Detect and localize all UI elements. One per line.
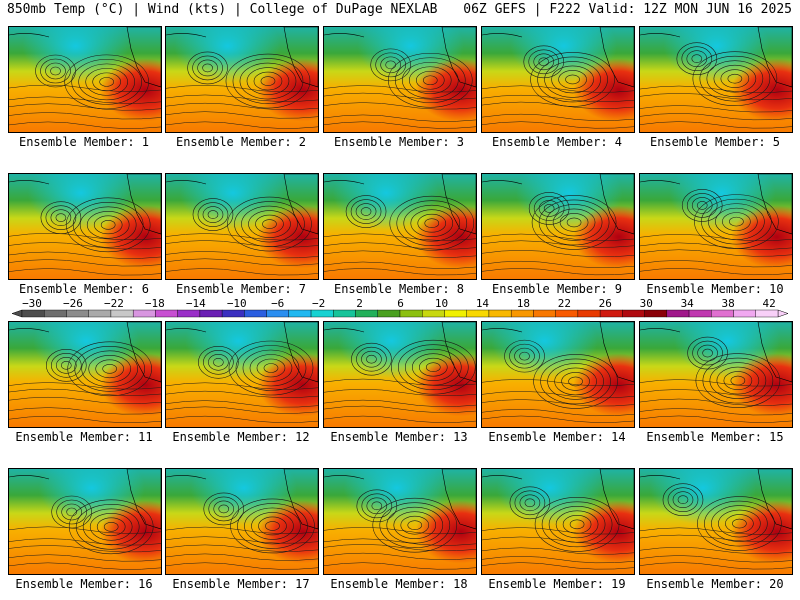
ensemble-member-label: Ensemble Member: 2 — [175, 135, 307, 149]
colorbar-tick-label: 14 — [476, 297, 490, 310]
ensemble-map-12 — [165, 321, 319, 428]
ensemble-member-label: Ensemble Member: 3 — [333, 135, 465, 149]
colorbar-swatch — [88, 309, 112, 318]
ensemble-map-11 — [8, 321, 162, 428]
ensemble-member-label: Ensemble Member: 12 — [172, 430, 310, 444]
ensemble-map-19 — [481, 468, 635, 575]
ensemble-map-6 — [8, 173, 162, 280]
ensemble-map-4 — [481, 26, 635, 133]
colorbar-tick-label: 10 — [435, 297, 448, 310]
colorbar-tick-label: −14 — [186, 297, 206, 310]
colorbar-tick-label: −18 — [145, 297, 165, 310]
colorbar-high-arrow — [777, 309, 789, 318]
ensemble-map-7 — [165, 173, 319, 280]
ensemble-member-label: Ensemble Member: 1 — [18, 135, 150, 149]
colorbar-tick-label: −10 — [227, 297, 247, 310]
map-title: 850mb Temp (°C) | Wind (kts) | College o… — [7, 2, 438, 17]
colorbar-tick-label: −2 — [312, 297, 325, 310]
colorbar-swatch — [44, 309, 67, 318]
colorbar-tick-label: −30 — [22, 297, 42, 310]
ensemble-member-label: Ensemble Member: 13 — [330, 430, 468, 444]
ensemble-member-label: Ensemble Member: 5 — [649, 135, 781, 149]
colorbar-swatch — [644, 309, 668, 318]
colorbar-tick-label: 42 — [762, 297, 775, 310]
colorbar-swatch — [377, 309, 401, 318]
ensemble-map-3 — [323, 26, 477, 133]
colorbar-tick-label: −6 — [271, 297, 284, 310]
ensemble-map-13 — [323, 321, 477, 428]
ensemble-member-label: Ensemble Member: 10 — [646, 282, 784, 296]
ensemble-member-label: Ensemble Member: 11 — [15, 430, 153, 444]
ensemble-member-label: Ensemble Member: 7 — [175, 282, 307, 296]
ensemble-member-label: Ensemble Member: 14 — [488, 430, 626, 444]
ensemble-map-8 — [323, 173, 477, 280]
ensemble-member-label: Ensemble Member: 18 — [330, 577, 468, 591]
colorbar-swatch — [711, 309, 734, 318]
colorbar-swatch — [288, 309, 312, 318]
colorbar-tick-label: 26 — [599, 297, 612, 310]
ensemble-member-label: Ensemble Member: 16 — [15, 577, 153, 591]
colorbar-swatch — [221, 309, 245, 318]
colorbar-tick-label: 2 — [356, 297, 363, 310]
colorbar-tick-label: 30 — [640, 297, 653, 310]
ensemble-map-10 — [639, 173, 793, 280]
ensemble-map-16 — [8, 468, 162, 575]
ensemble-map-1 — [8, 26, 162, 133]
colorbar-swatch — [622, 309, 645, 318]
colorbar-tick-label: 6 — [397, 297, 404, 310]
colorbar-swatch — [132, 309, 156, 318]
colorbar-swatch — [577, 309, 601, 318]
ensemble-member-label: Ensemble Member: 15 — [646, 430, 784, 444]
colorbar-tick-label: 34 — [681, 297, 695, 310]
colorbar-swatch — [488, 309, 512, 318]
ensemble-map-9 — [481, 173, 635, 280]
ensemble-map-15 — [639, 321, 793, 428]
colorbar-tick-label: −22 — [104, 297, 124, 310]
ensemble-member-label: Ensemble Member: 6 — [18, 282, 150, 296]
ensemble-member-label: Ensemble Member: 9 — [491, 282, 623, 296]
colorbar-swatch — [66, 309, 89, 318]
ensemble-member-label: Ensemble Member: 17 — [172, 577, 310, 591]
colorbar-swatch — [110, 309, 134, 318]
colorbar-swatch — [444, 309, 467, 318]
temperature-colorbar: −30 −26 −22 −18 −14 −10 −6 −2 2 6 10 14 18 22 26 30 34 38… — [11, 297, 789, 318]
colorbar-swatch — [733, 309, 756, 318]
colorbar-swatch — [533, 309, 556, 318]
model-run-info: 06Z GEFS | F222 Valid: 12Z MON JUN 16 20… — [463, 2, 792, 17]
colorbar-swatch — [199, 309, 223, 318]
colorbar-tick-label: −26 — [63, 297, 83, 310]
colorbar-swatch — [355, 309, 378, 318]
ensemble-map-20 — [639, 468, 793, 575]
ensemble-member-label: Ensemble Member: 19 — [488, 577, 626, 591]
colorbar-swatch — [155, 309, 178, 318]
ensemble-member-label: Ensemble Member: 8 — [333, 282, 465, 296]
colorbar-swatch — [755, 309, 779, 318]
ensemble-member-label: Ensemble Member: 20 — [646, 577, 784, 591]
colorbar-swatch — [333, 309, 356, 318]
ensemble-map-2 — [165, 26, 319, 133]
colorbar-swatch — [21, 309, 45, 318]
ensemble-map-18 — [323, 468, 477, 575]
colorbar-swatch — [688, 309, 712, 318]
colorbar-swatch — [244, 309, 267, 318]
colorbar-tick-label: 18 — [517, 297, 530, 310]
colorbar-swatch — [266, 309, 290, 318]
colorbar-swatch — [510, 309, 534, 318]
colorbar-low-arrow — [11, 309, 23, 318]
colorbar-swatch — [177, 309, 201, 318]
ensemble-map-5 — [639, 26, 793, 133]
colorbar-swatch — [399, 309, 423, 318]
colorbar-swatch — [555, 309, 579, 318]
colorbar-swatch — [310, 309, 334, 318]
colorbar-swatch — [599, 309, 623, 318]
ensemble-map-14 — [481, 321, 635, 428]
colorbar-tick-label: 22 — [558, 297, 571, 310]
ensemble-map-17 — [165, 468, 319, 575]
colorbar-swatch — [466, 309, 490, 318]
colorbar-swatch — [666, 309, 690, 318]
colorbar-tick-label: 38 — [722, 297, 735, 310]
ensemble-member-label: Ensemble Member: 4 — [491, 135, 623, 149]
colorbar-swatch — [422, 309, 445, 318]
